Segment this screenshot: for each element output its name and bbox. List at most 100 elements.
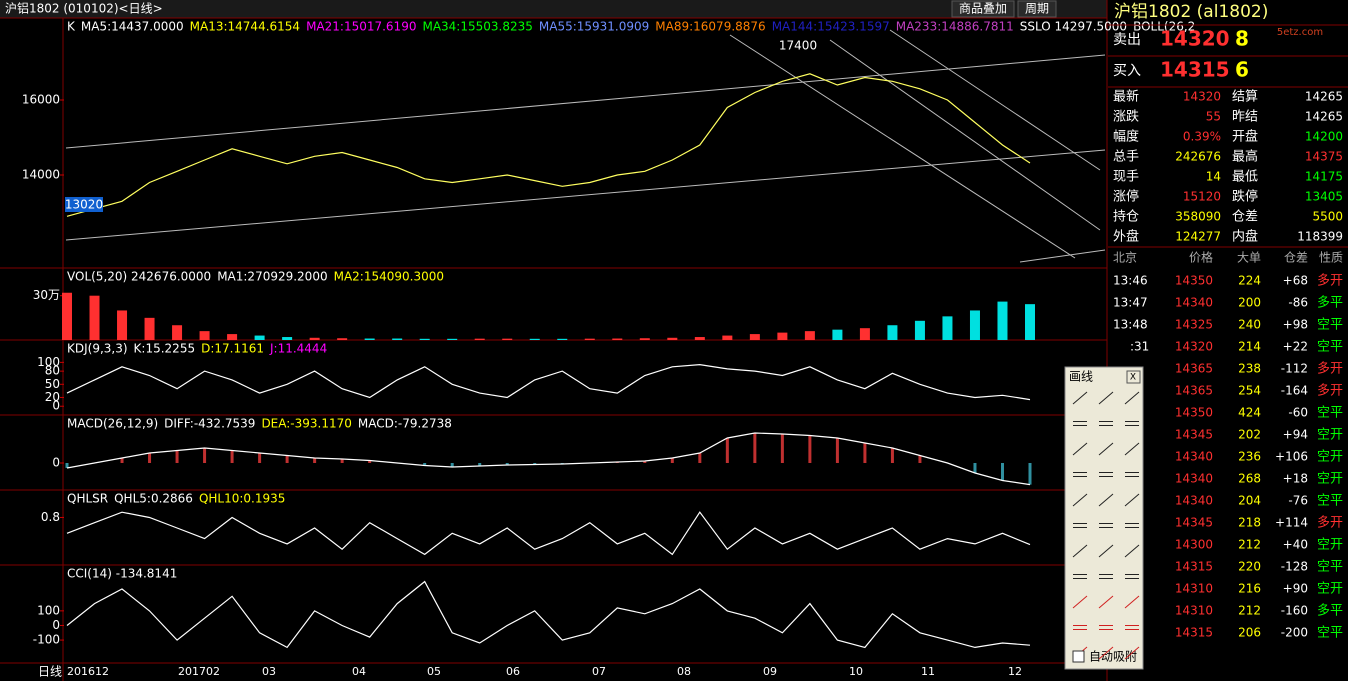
quote-value: 5500 bbox=[1312, 210, 1343, 224]
trade-oi-change: +40 bbox=[1283, 538, 1308, 552]
trade-nature: 多开 bbox=[1317, 383, 1343, 399]
tool-icon[interactable] bbox=[1098, 646, 1114, 660]
trade-oi-change: +106 bbox=[1275, 450, 1308, 464]
tool-icon[interactable] bbox=[1099, 625, 1113, 630]
tool-icon[interactable] bbox=[1072, 442, 1088, 456]
quote-value: 242676 bbox=[1175, 150, 1221, 164]
watermark: 5etz.com bbox=[1277, 27, 1323, 38]
trade-oi-change: +68 bbox=[1283, 274, 1308, 288]
tool-icon[interactable] bbox=[1073, 421, 1087, 426]
trade-price: 14340 bbox=[1175, 494, 1213, 508]
checkbox[interactable] bbox=[1072, 650, 1085, 663]
indicator-legend: QHL10:0.1935 bbox=[199, 492, 285, 506]
indicator-legend: DEA:-393.1170 bbox=[261, 417, 351, 431]
tool-icon[interactable] bbox=[1073, 574, 1087, 579]
volume-bar bbox=[447, 338, 458, 340]
volume-bar bbox=[914, 320, 925, 340]
tool-icon[interactable] bbox=[1125, 625, 1139, 630]
trade-header: 价格 bbox=[1189, 250, 1213, 265]
trade-nature: 空开 bbox=[1317, 472, 1343, 487]
close-label[interactable]: X bbox=[1130, 373, 1136, 383]
button-label[interactable]: 商品叠加 bbox=[959, 1, 1007, 16]
trade-price: 14315 bbox=[1175, 626, 1213, 640]
trade-volume: 254 bbox=[1238, 384, 1261, 398]
trade-price: 14340 bbox=[1175, 296, 1213, 310]
checkbox-label[interactable]: 自动吸附 bbox=[1089, 650, 1137, 664]
tool-icon[interactable] bbox=[1073, 523, 1087, 528]
tool-icon[interactable] bbox=[1125, 421, 1139, 426]
tool-icon[interactable] bbox=[1073, 472, 1087, 477]
low-label-box bbox=[65, 197, 103, 212]
quote-value: 14175 bbox=[1305, 170, 1343, 184]
trade-header: 大单 bbox=[1237, 251, 1261, 265]
tool-icon[interactable] bbox=[1072, 493, 1088, 507]
tool-icon[interactable] bbox=[1124, 646, 1140, 660]
volume-bar bbox=[474, 338, 485, 340]
button[interactable] bbox=[1017, 0, 1057, 18]
y-tick-label: 16000 bbox=[22, 93, 60, 107]
tool-icon[interactable] bbox=[1099, 472, 1113, 477]
trade-volume: 202 bbox=[1238, 428, 1261, 442]
quote-value: 14320 bbox=[1183, 90, 1221, 104]
quote-label: 内盘 bbox=[1232, 229, 1258, 245]
indicator-legend: MACD:-79.2738 bbox=[358, 417, 452, 431]
trade-nature: 空开 bbox=[1317, 450, 1343, 465]
tool-icon[interactable] bbox=[1072, 391, 1088, 405]
tool-icon[interactable] bbox=[1125, 472, 1139, 477]
tool-icon[interactable] bbox=[1072, 544, 1088, 558]
trade-price: 14365 bbox=[1175, 384, 1213, 398]
tool-icon[interactable] bbox=[1124, 544, 1140, 558]
contract-name: 沪铝1802 (al1802) bbox=[1114, 2, 1268, 22]
trade-price: 14340 bbox=[1175, 450, 1213, 464]
close-button[interactable] bbox=[1126, 370, 1141, 384]
tool-icon[interactable] bbox=[1099, 523, 1113, 528]
x-tick-label: 12 bbox=[1008, 665, 1022, 678]
trade-volume: 240 bbox=[1238, 318, 1261, 332]
tool-icon[interactable] bbox=[1124, 391, 1140, 405]
order-qty: 6 bbox=[1235, 58, 1249, 82]
volume-bar bbox=[144, 317, 155, 340]
trade-header: 仓差 bbox=[1284, 251, 1308, 265]
tool-icon[interactable] bbox=[1072, 595, 1088, 609]
quote-label: 结算 bbox=[1232, 90, 1258, 105]
y-tick-label: 100 bbox=[37, 603, 60, 617]
trade-time: 13:48 bbox=[1113, 318, 1148, 332]
y-tick-label: 50 bbox=[45, 377, 60, 391]
tool-icon[interactable] bbox=[1099, 574, 1113, 579]
tool-icon[interactable] bbox=[1098, 391, 1114, 405]
tool-icon[interactable] bbox=[1098, 442, 1114, 456]
button-label[interactable]: 周期 bbox=[1025, 2, 1049, 16]
button[interactable] bbox=[951, 0, 1015, 18]
indicator-legend: MA21:15017.6190 bbox=[306, 20, 416, 34]
tool-icon[interactable] bbox=[1125, 523, 1139, 528]
trade-nature: 多平 bbox=[1317, 295, 1343, 311]
quote-label: 持仓 bbox=[1113, 210, 1139, 225]
trade-header: 北京 bbox=[1113, 251, 1137, 265]
trade-nature: 空平 bbox=[1317, 494, 1343, 509]
quote-value: 14375 bbox=[1305, 150, 1343, 164]
tool-icon[interactable] bbox=[1125, 574, 1139, 579]
tool-icon[interactable] bbox=[1073, 625, 1087, 630]
trade-oi-change: +98 bbox=[1283, 318, 1308, 332]
tool-icon[interactable] bbox=[1098, 595, 1114, 609]
tool-icon[interactable] bbox=[1124, 442, 1140, 456]
indicator-legend: MACD(26,12,9) bbox=[67, 417, 158, 431]
tool-icon[interactable] bbox=[1098, 544, 1114, 558]
tool-icon[interactable] bbox=[1124, 493, 1140, 507]
tool-icon[interactable] bbox=[1124, 595, 1140, 609]
indicator-legend: MA1:270929.2000 bbox=[217, 270, 327, 284]
y-tick-label: 0.8 bbox=[41, 510, 60, 524]
tool-icon[interactable] bbox=[1098, 493, 1114, 507]
order-qty: 8 bbox=[1235, 27, 1249, 51]
indicator-legend: MA89:16079.8876 bbox=[655, 20, 765, 34]
x-tick-label: 08 bbox=[677, 665, 691, 678]
high-label: 17400 bbox=[779, 39, 817, 53]
qhlsr-line bbox=[66, 511, 1031, 556]
indicator-legend: K bbox=[67, 20, 76, 34]
volume-bar bbox=[89, 295, 100, 340]
trade-nature: 多开 bbox=[1317, 273, 1343, 289]
tool-icon[interactable] bbox=[1099, 421, 1113, 426]
quote-label: 昨结 bbox=[1232, 110, 1258, 125]
x-tick-label: 201702 bbox=[178, 665, 220, 678]
